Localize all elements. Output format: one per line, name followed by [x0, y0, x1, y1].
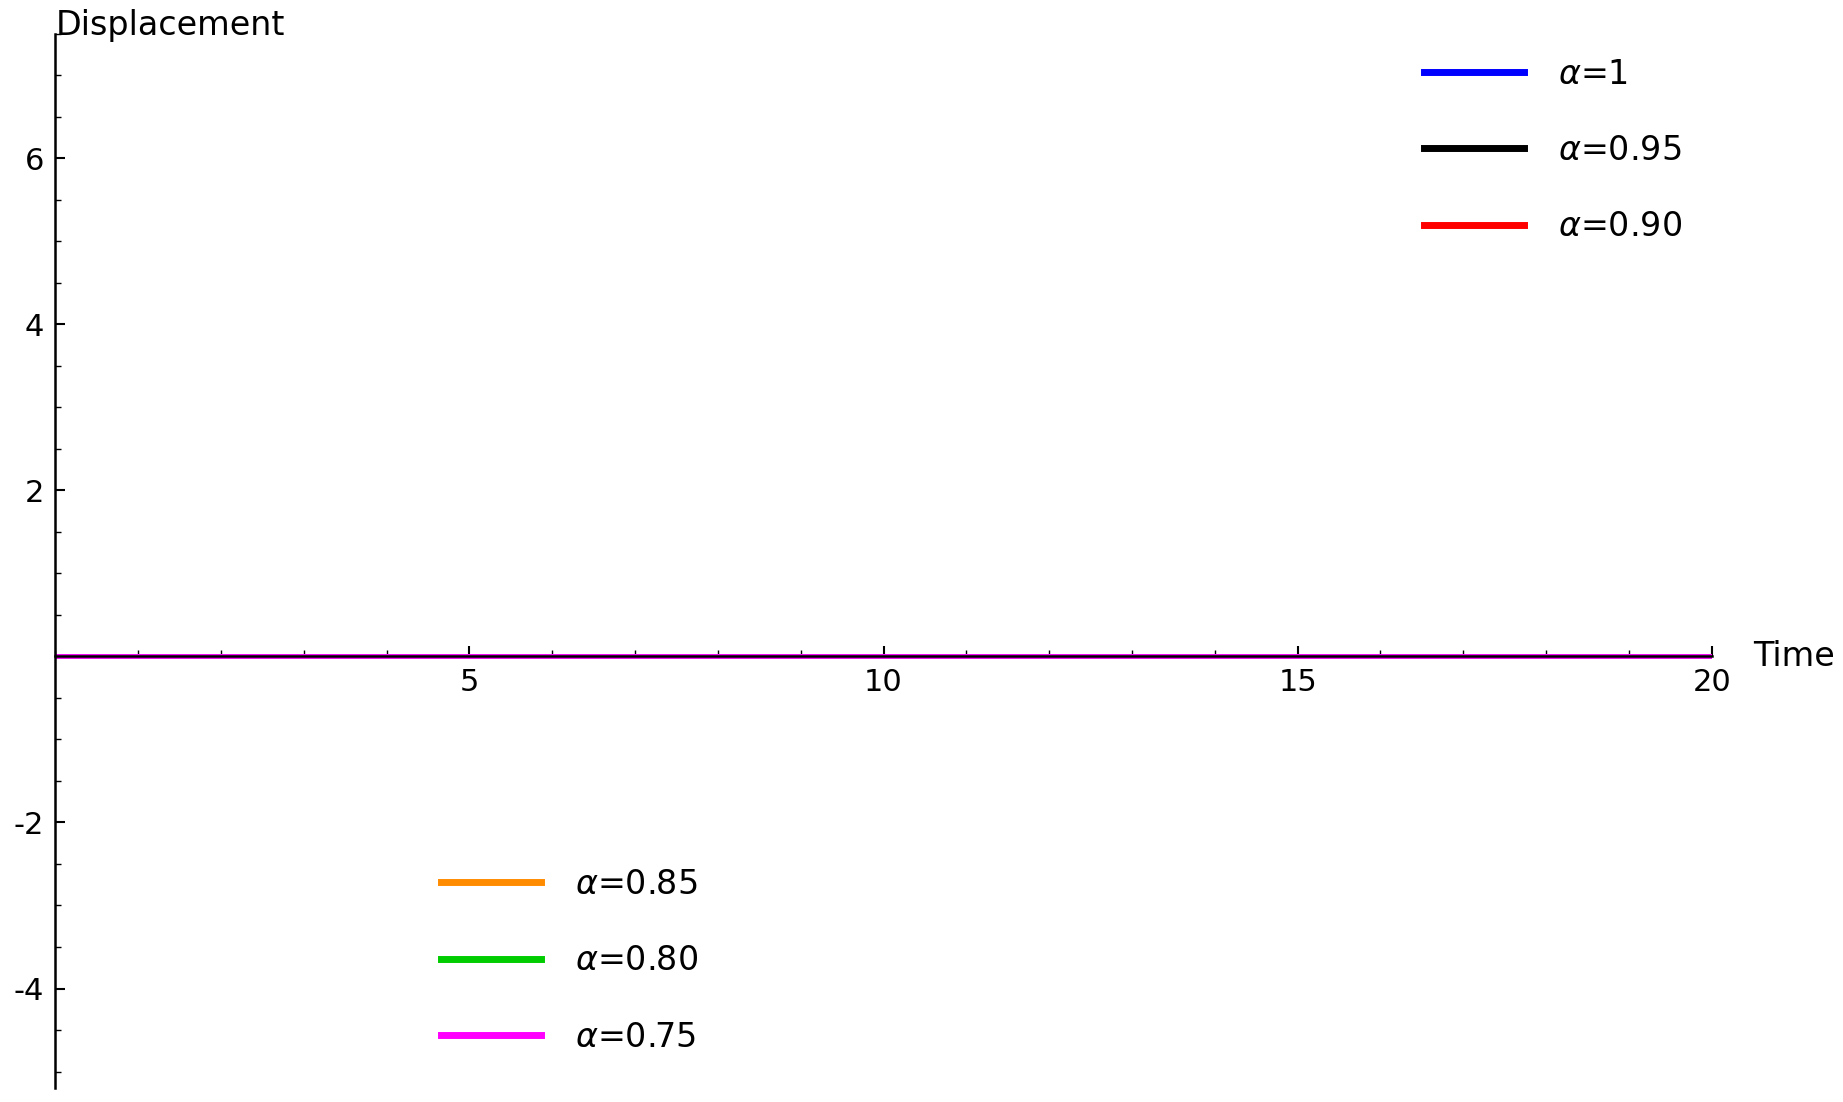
Text: Displacement: Displacement [55, 9, 286, 42]
Legend: $\it{\alpha}$=0.85, $\it{\alpha}$=0.80, $\it{\alpha}$=0.75: $\it{\alpha}$=0.85, $\it{\alpha}$=0.80, … [428, 855, 711, 1067]
Text: Time: Time [1753, 640, 1836, 673]
